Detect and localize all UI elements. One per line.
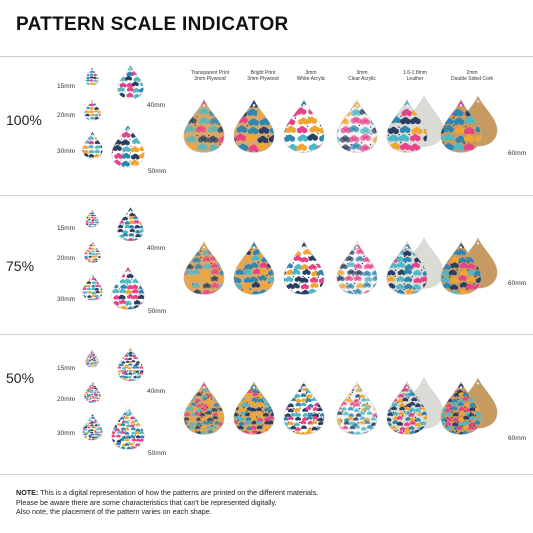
swatch-white-acrylic [283,381,325,435]
divider-1 [0,195,533,196]
swatch-transparent-plywood [183,241,225,295]
swatch-40mm [117,64,144,100]
note-line-1: This is a digital representation of how … [38,488,319,497]
swatch-15mm [85,67,99,86]
note-block: NOTE: This is a digital representation o… [16,488,526,517]
note-line-2: Please be aware there are some character… [16,497,277,507]
swatch-40mm [117,206,144,242]
size-label-20mm: 20mm [57,112,76,119]
size-label-40mm: 40mm [147,102,166,109]
page-title: PATTERN SCALE INDICATOR [16,14,289,35]
swatch-clear-acrylic [336,99,378,153]
size-label-50mm: 50mm [148,168,167,175]
divider-bottom [0,474,533,475]
swatch-clear-acrylic [336,381,378,435]
swatch-leather [386,241,428,295]
note-label: NOTE: [16,488,39,497]
swatch-20mm [84,381,101,403]
swatch-cork [440,241,482,295]
swatch-50mm [111,124,145,168]
header-leather: 1.6-1.8mm Leather [403,70,427,82]
swatch-bright-plywood [233,99,275,153]
size-label-60mm: 60mm [508,150,527,157]
header-transparent-plywood: Transparent Print 3mm Plywood [190,70,230,82]
divider-top [0,56,533,57]
size-label-30mm: 30mm [57,430,76,437]
size-label-40mm: 40mm [147,245,166,252]
swatch-clear-acrylic [336,241,378,295]
size-label-40mm: 40mm [147,388,166,395]
swatch-50mm [111,266,145,310]
swatch-bright-plywood [233,241,275,295]
header-cork: 2mm Double Sided Cork [451,70,493,82]
swatch-transparent-plywood [183,99,225,153]
size-label-50mm: 50mm [148,308,167,315]
swatch-bright-plywood [233,381,275,435]
size-label-15mm: 15mm [57,83,76,90]
swatch-cork [440,381,482,435]
swatch-30mm [82,131,103,159]
size-label-60mm: 60mm [508,435,527,442]
divider-2 [0,334,533,335]
scale-label-75: 75% [6,258,35,274]
size-label-15mm: 15mm [57,365,76,372]
size-label-30mm: 30mm [57,296,76,303]
swatch-30mm [82,273,103,301]
swatch-50mm [111,406,145,450]
swatch-15mm [85,349,99,368]
scale-label-100: 100% [6,112,42,128]
swatch-leather [386,381,428,435]
size-label-20mm: 20mm [57,255,76,262]
swatch-15mm [85,209,99,228]
size-label-30mm: 30mm [57,148,76,155]
swatch-cork [440,99,482,153]
swatch-white-acrylic [283,99,325,153]
size-label-60mm: 60mm [508,280,527,287]
scale-label-50: 50% [6,370,35,386]
swatch-white-acrylic [283,241,325,295]
note-line-3: Also note, the placement of the pattern … [16,507,212,516]
swatch-20mm [84,241,101,263]
size-label-15mm: 15mm [57,225,76,232]
swatch-30mm [82,413,103,441]
size-label-50mm: 50mm [148,450,167,457]
size-label-20mm: 20mm [57,396,76,403]
swatch-leather [386,99,428,153]
header-bright-plywood: Bright Print 3mm Plywood [247,70,279,82]
header-clear-acrylic: 3mm Clear Acrylic [348,70,376,82]
swatch-40mm [117,346,144,382]
swatch-transparent-plywood [183,381,225,435]
header-white-acrylic: 3mm White Acrylic [296,70,326,82]
swatch-20mm [84,99,101,121]
